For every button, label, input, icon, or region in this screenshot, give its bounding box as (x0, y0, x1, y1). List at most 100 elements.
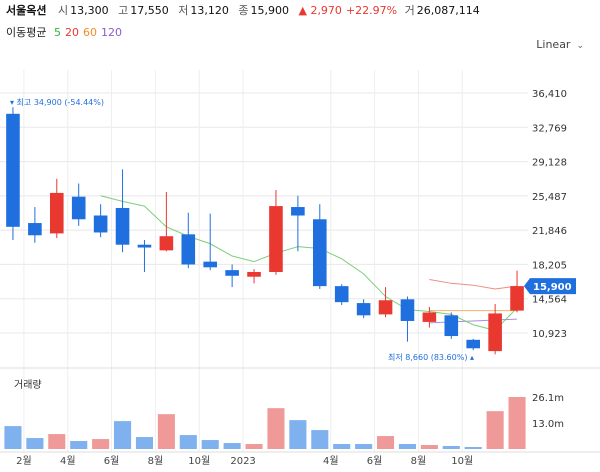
moving-average-legend[interactable]: 이동평균 5 20 60 120 (6, 26, 126, 40)
candle-body (6, 113, 20, 227)
x-tick-label: 10월 (188, 455, 210, 467)
volume-bar (420, 445, 438, 449)
volume-bar (4, 426, 22, 449)
high-marker-label: ▾ 최고 34,900 (-54.44%) (10, 97, 104, 107)
low-label: 저 (178, 4, 189, 17)
candle-body (49, 192, 64, 234)
y-tick-label: 21,846 (532, 226, 567, 237)
volume-bar (245, 444, 263, 449)
volume-bar (267, 408, 285, 449)
high-value: 17,550 (130, 4, 169, 17)
current-price-tag (524, 278, 576, 295)
candle-body (28, 223, 42, 236)
scale-selector[interactable]: Linear ⌄ (536, 38, 584, 51)
volume-bar (442, 446, 460, 449)
volume-bar (289, 420, 307, 449)
high-label: 고 (118, 4, 129, 17)
y-tick-label: 10,923 (532, 329, 567, 340)
candle-body (225, 270, 239, 276)
candle-body (247, 272, 261, 277)
volume-tick-label: 13.0m (532, 419, 564, 430)
ma-20-label: 20 (64, 26, 79, 39)
ma-120-label: 120 (100, 26, 122, 39)
candle-body (159, 236, 174, 251)
volume-bar (333, 444, 351, 449)
volume-bar (113, 421, 132, 449)
candle-body (466, 339, 481, 349)
chevron-down-icon: ⌄ (576, 41, 584, 51)
candle-body (291, 207, 305, 216)
close-value: 15,900 (250, 4, 289, 17)
candle-body (115, 207, 130, 245)
low-marker-label: 최저 8,660 (83.60%) ▴ (388, 352, 474, 362)
candle-body (356, 303, 371, 316)
x-tick-label: 10월 (451, 455, 473, 467)
volume-tick-label: 26.1m (532, 393, 564, 404)
y-tick-label: 25,487 (532, 192, 567, 203)
candle-body (400, 299, 415, 321)
candle-body (444, 315, 459, 337)
volume-bar (179, 435, 197, 449)
price-header: 서울옥션 시 13,300 고 17,550 저 13,120 종 15,900 ▲ 2… (0, 0, 600, 22)
volume-bar (26, 438, 44, 449)
open-label: 시 (57, 4, 69, 17)
candle-body (93, 215, 108, 233)
ma-legend-label: 이동평균 (6, 26, 47, 39)
y-tick-label: 18,205 (532, 260, 567, 271)
x-tick-label: 6월 (104, 455, 120, 467)
candle-body (71, 196, 86, 220)
candle-body (334, 286, 349, 303)
change-value: ▲ 2,970 (298, 4, 342, 17)
candle-body (422, 312, 437, 322)
volume-bar (311, 430, 329, 449)
ma-5-label: 5 (53, 26, 61, 39)
x-tick-label: 2월 (16, 455, 32, 467)
volume-bar (201, 440, 219, 449)
y-tick-label: 29,128 (532, 158, 567, 169)
volume-bar (70, 441, 88, 449)
volume-bar (92, 439, 110, 449)
x-tick-label: 4월 (323, 455, 339, 467)
volume-panel-title: 거래량 (14, 380, 42, 391)
volume-bar (398, 444, 417, 449)
volume-bar (48, 434, 66, 449)
low-value: 13,120 (190, 4, 229, 17)
y-tick-label: 32,769 (532, 123, 567, 134)
close-label: 종 (238, 4, 249, 17)
candle-body (269, 206, 283, 273)
ma-60-label: 60 (82, 26, 97, 39)
candle-body (203, 261, 218, 268)
ma-5-line (100, 195, 518, 331)
change-percent: +22.97% (345, 4, 398, 17)
volume-bar (157, 414, 175, 449)
current-price-label: 15,900 (533, 282, 572, 293)
volume-bar (464, 447, 482, 449)
stock-name: 서울옥션 (6, 4, 47, 17)
x-tick-label: 8월 (411, 455, 427, 467)
candle-body (488, 313, 502, 352)
x-tick-label: 8월 (148, 455, 164, 467)
candle-body (137, 244, 152, 248)
x-tick-label: 6월 (367, 455, 383, 467)
ma-120-line (429, 318, 518, 324)
volume-bar (355, 444, 373, 449)
volume-label: 거 (404, 4, 415, 17)
volume-bar (135, 437, 154, 449)
open-value: 13,300 (70, 4, 109, 17)
y-tick-label: 14,564 (532, 295, 567, 306)
volume-value: 26,087,114 (416, 4, 480, 17)
volume-bar (508, 397, 526, 449)
y-tick-label: 36,410 (532, 89, 567, 100)
candle-body (378, 300, 393, 315)
candle-body (312, 219, 327, 287)
x-tick-label: 4월 (60, 455, 76, 467)
scale-mode-label: Linear (536, 38, 571, 51)
candle-body (181, 234, 196, 265)
ma-20-line (429, 279, 518, 290)
candle-body (510, 286, 524, 311)
volume-bar (376, 436, 395, 449)
volume-bar (486, 411, 504, 449)
volume-bar (223, 443, 241, 449)
x-tick-label: 2023 (230, 456, 255, 467)
